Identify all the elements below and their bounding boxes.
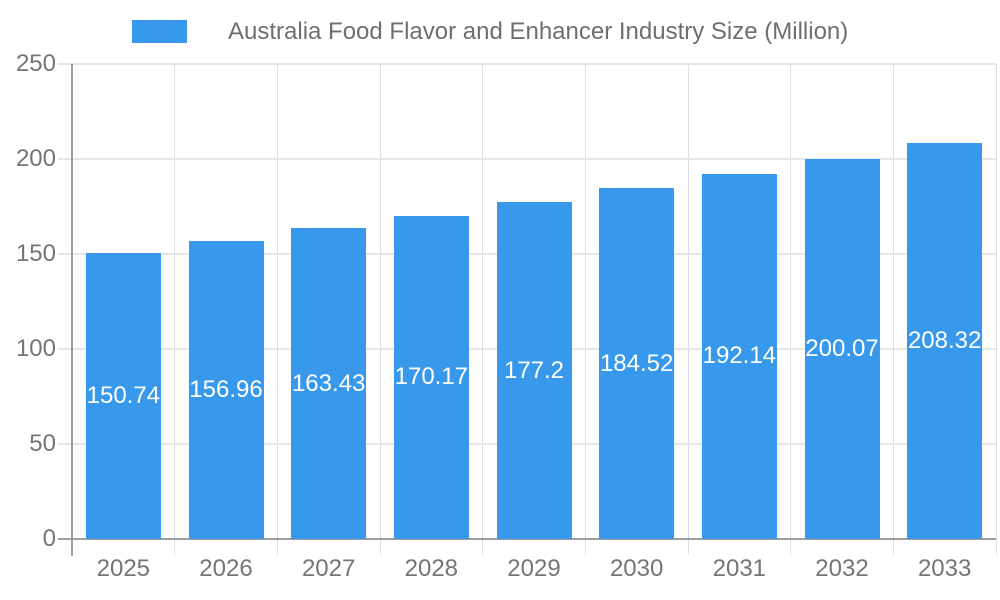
x-gridline: [892, 64, 894, 555]
bar-value-label: 150.74: [86, 381, 161, 409]
bar-value-label: 200.07: [805, 334, 879, 362]
x-tick-label: 2027: [301, 555, 356, 582]
x-gridline: [687, 64, 689, 555]
x-tick-label: 2031: [712, 555, 767, 582]
bar-value-label: 156.96: [189, 375, 263, 403]
x-gridline: [379, 64, 381, 555]
x-gridline: [790, 64, 792, 555]
x-tick-label: 2033: [917, 555, 972, 582]
x-gridline: [995, 64, 997, 555]
bar-value-label: 177.2: [503, 356, 565, 384]
y-tick-label: 250: [15, 50, 56, 77]
x-tick-label: 2030: [609, 555, 664, 582]
x-gridline: [482, 64, 484, 555]
bar-2027[interactable]: [291, 228, 367, 539]
x-gridline: [276, 64, 278, 555]
bar-2030[interactable]: [599, 188, 675, 539]
bar-value-label: 170.17: [394, 363, 469, 391]
bar-2033[interactable]: [907, 143, 983, 539]
x-tick-label: 2026: [199, 555, 253, 582]
y-tick-label: 150: [15, 240, 56, 267]
bar-value-label: 208.32: [907, 327, 982, 355]
y-axis-line: [71, 64, 73, 556]
y-tick-label: 200: [15, 145, 56, 172]
x-axis-line: [58, 538, 996, 540]
bar-2032[interactable]: [804, 158, 880, 539]
x-tick-label: 2032: [815, 555, 869, 582]
x-tick-label: 2029: [507, 555, 561, 582]
x-gridline: [174, 64, 176, 555]
bar-value-label: 184.52: [599, 349, 674, 377]
y-gridline: [58, 158, 996, 160]
y-tick-label: 50: [29, 430, 56, 457]
x-gridline: [584, 64, 586, 555]
y-gridline: [58, 63, 996, 65]
legend-swatch[interactable]: [132, 20, 187, 43]
y-tick-label: 0: [42, 525, 56, 552]
bar-2025[interactable]: [85, 252, 161, 539]
bar-2026[interactable]: [188, 240, 264, 539]
bar-2028[interactable]: [393, 215, 469, 539]
bar-value-label: 192.14: [702, 342, 777, 370]
x-tick-label: 2028: [404, 555, 459, 582]
x-tick-label: 2025: [96, 555, 151, 582]
bar-2029[interactable]: [496, 202, 572, 539]
bar-value-label: 163.43: [291, 369, 366, 397]
bar-2031[interactable]: [701, 173, 777, 539]
chart-title: Australia Food Flavor and Enhancer Indus…: [228, 18, 849, 45]
y-tick-label: 100: [15, 335, 56, 362]
